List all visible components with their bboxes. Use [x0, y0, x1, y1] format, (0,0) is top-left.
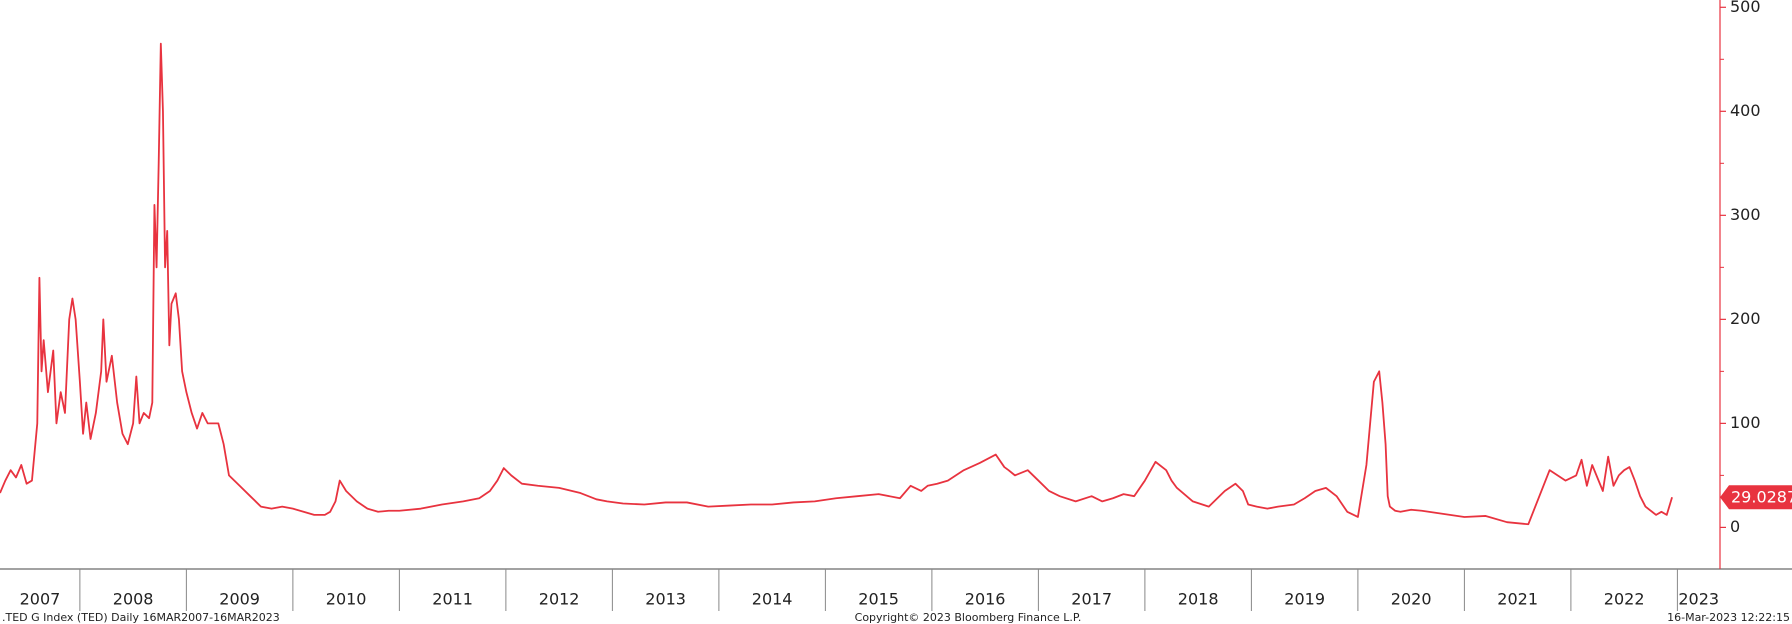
x-tick-label: 2018 [1178, 590, 1219, 609]
x-tick-label: 2008 [113, 590, 154, 609]
footer-center: Copyright© 2023 Bloomberg Finance L.P. [855, 611, 1082, 624]
x-tick-label: 2016 [965, 590, 1006, 609]
x-tick-label: 2022 [1604, 590, 1645, 609]
x-tick-label: 2013 [645, 590, 686, 609]
y-tick-label: 100 [1730, 413, 1761, 432]
last-value-box [1720, 485, 1792, 510]
x-tick-label: 2011 [432, 590, 473, 609]
y-tick-label: 0 [1730, 517, 1740, 536]
last-value-label: 29.0287 [1731, 488, 1792, 507]
x-tick-label: 2023 [1678, 590, 1719, 609]
y-tick-label: 200 [1730, 309, 1761, 328]
x-tick-label: 2010 [326, 590, 367, 609]
x-tick-label: 2014 [752, 590, 793, 609]
y-tick-label: 300 [1730, 205, 1761, 224]
footer-right: 16-Mar-2023 12:22:15 [1667, 611, 1790, 624]
footer-left: .TED G Index (TED) Daily 16MAR2007-16MAR… [2, 611, 280, 624]
x-tick-label: 2007 [20, 590, 61, 609]
x-tick-label: 2020 [1391, 590, 1432, 609]
x-tick-label: 2015 [858, 590, 899, 609]
x-tick-label: 2017 [1071, 590, 1112, 609]
y-tick-label: 500 [1730, 0, 1761, 16]
series-line [0, 42, 1673, 526]
y-tick-label: 400 [1730, 101, 1761, 120]
x-tick-label: 2009 [219, 590, 260, 609]
x-tick-label: 2019 [1284, 590, 1325, 609]
x-tick-label: 2012 [539, 590, 580, 609]
x-tick-label: 2021 [1497, 590, 1538, 609]
